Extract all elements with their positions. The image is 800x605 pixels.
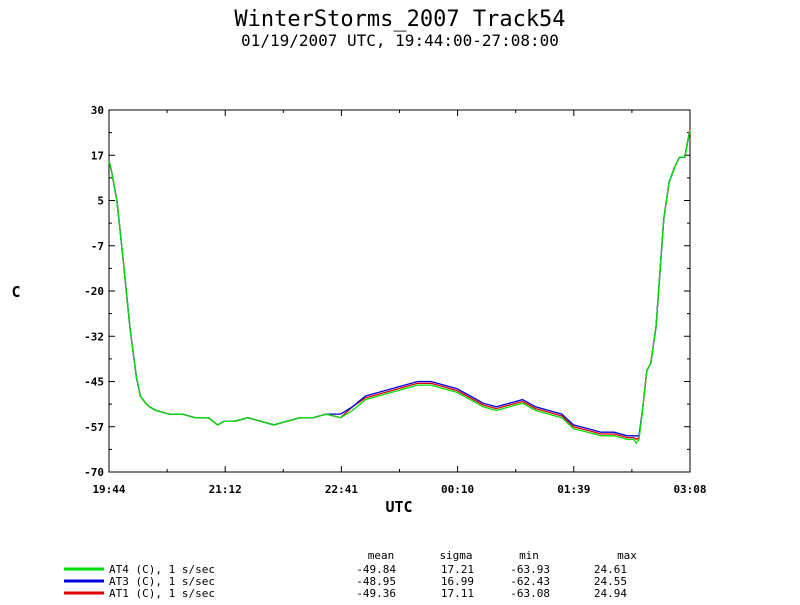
stats-value: 17.21 xyxy=(441,563,474,576)
x-axis-label: UTC xyxy=(385,498,412,516)
x-tick-label: 19:44 xyxy=(92,483,125,496)
stats-header: max xyxy=(617,549,637,562)
y-tick-label: 17 xyxy=(91,149,104,162)
stats-value: 24.55 xyxy=(594,575,627,588)
x-tick-label: 22:41 xyxy=(325,483,358,496)
stats-value: 24.94 xyxy=(594,587,627,600)
x-axis: 19:44 21:12 22:41 00:10 01:39 03:08 xyxy=(92,110,707,496)
x-tick-label: 03:08 xyxy=(673,483,706,496)
x-tick-label: 00:10 xyxy=(441,483,474,496)
series-lines xyxy=(108,128,691,445)
y-tick-label: 30 xyxy=(91,104,104,117)
stats-value: -63.08 xyxy=(510,587,550,600)
chart-subtitle: 01/19/2007 UTC, 19:44:00-27:08:00 xyxy=(241,31,559,50)
stats-value: 17.11 xyxy=(441,587,474,600)
stats-value: -49.36 xyxy=(356,587,396,600)
stats-header: sigma xyxy=(439,549,472,562)
y-tick-label: -7 xyxy=(91,240,104,253)
y-tick-label: -70 xyxy=(84,466,104,479)
legend-table: mean sigma min max AT4 (C), 1 s/sec -49.84 17.… xyxy=(64,549,637,600)
x-tick-label: 21:12 xyxy=(209,483,242,496)
stats-value: -49.84 xyxy=(356,563,396,576)
stats-value: -62.43 xyxy=(510,575,550,588)
y-tick-label: -20 xyxy=(84,285,104,298)
stats-header: mean xyxy=(368,549,395,562)
y-axis: 30 17 5 -7 -20 -32 -45 -57 -70 xyxy=(84,104,690,479)
legend-label: AT3 (C), 1 s/sec xyxy=(109,575,215,588)
x-tick-label: 01:39 xyxy=(557,483,590,496)
series-line-at4 xyxy=(108,129,691,445)
legend-label: AT1 (C), 1 s/sec xyxy=(109,587,215,600)
legend-label: AT4 (C), 1 s/sec xyxy=(109,563,215,576)
series-line-at1 xyxy=(108,128,691,441)
chart-title: WinterStorms_2007 Track54 xyxy=(234,7,565,32)
stats-value: -63.93 xyxy=(510,563,550,576)
y-tick-label: -45 xyxy=(84,376,104,389)
stats-value: -48.95 xyxy=(356,575,396,588)
y-tick-label: -32 xyxy=(84,330,104,343)
stats-value: 16.99 xyxy=(441,575,474,588)
y-tick-label: 5 xyxy=(97,195,104,208)
y-axis-label: C xyxy=(11,283,20,301)
y-tick-label: -57 xyxy=(84,421,104,434)
stats-value: 24.61 xyxy=(594,563,627,576)
stats-header: min xyxy=(519,549,539,562)
